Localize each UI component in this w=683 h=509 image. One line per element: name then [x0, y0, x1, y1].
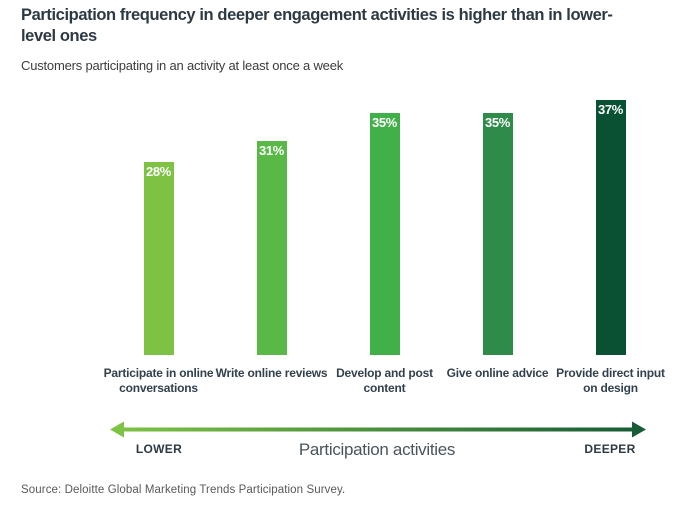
- axis-label-center: Participation activities: [298, 440, 456, 459]
- category-label: Provide direct input on design: [556, 366, 665, 395]
- bar: 31%: [256, 141, 287, 355]
- participation-axis-arrow: [110, 421, 646, 438]
- bar-value-label: 35%: [371, 115, 398, 130]
- category-label: Give online advice: [446, 366, 549, 380]
- axis-label-lower: LOWER: [135, 442, 183, 456]
- chart-subtitle: Customers participating in an activity a…: [21, 58, 344, 73]
- bar-value-label: 37%: [597, 102, 624, 117]
- bar-value-label: 35%: [484, 115, 511, 130]
- bar-value-label: 28%: [145, 164, 172, 179]
- bar: 28%: [143, 162, 174, 355]
- bar: 35%: [482, 113, 513, 355]
- axis-arrow-line: [121, 427, 635, 432]
- category-label: Develop and post content: [336, 366, 433, 395]
- chart-title: Participation frequency in deeper engage…: [21, 6, 613, 45]
- arrow-head-left-icon: [110, 421, 124, 438]
- category-label: Write online reviews: [215, 366, 328, 380]
- bar: 35%: [369, 113, 400, 355]
- source-note: Source: Deloitte Global Marketing Trends…: [21, 484, 346, 496]
- bar-value-label: 31%: [258, 143, 285, 158]
- arrow-head-right-icon: [632, 421, 646, 438]
- bar: 37%: [595, 100, 626, 355]
- category-label: Participate in online conversations: [103, 366, 214, 395]
- axis-label-deeper: DEEPER: [584, 442, 636, 456]
